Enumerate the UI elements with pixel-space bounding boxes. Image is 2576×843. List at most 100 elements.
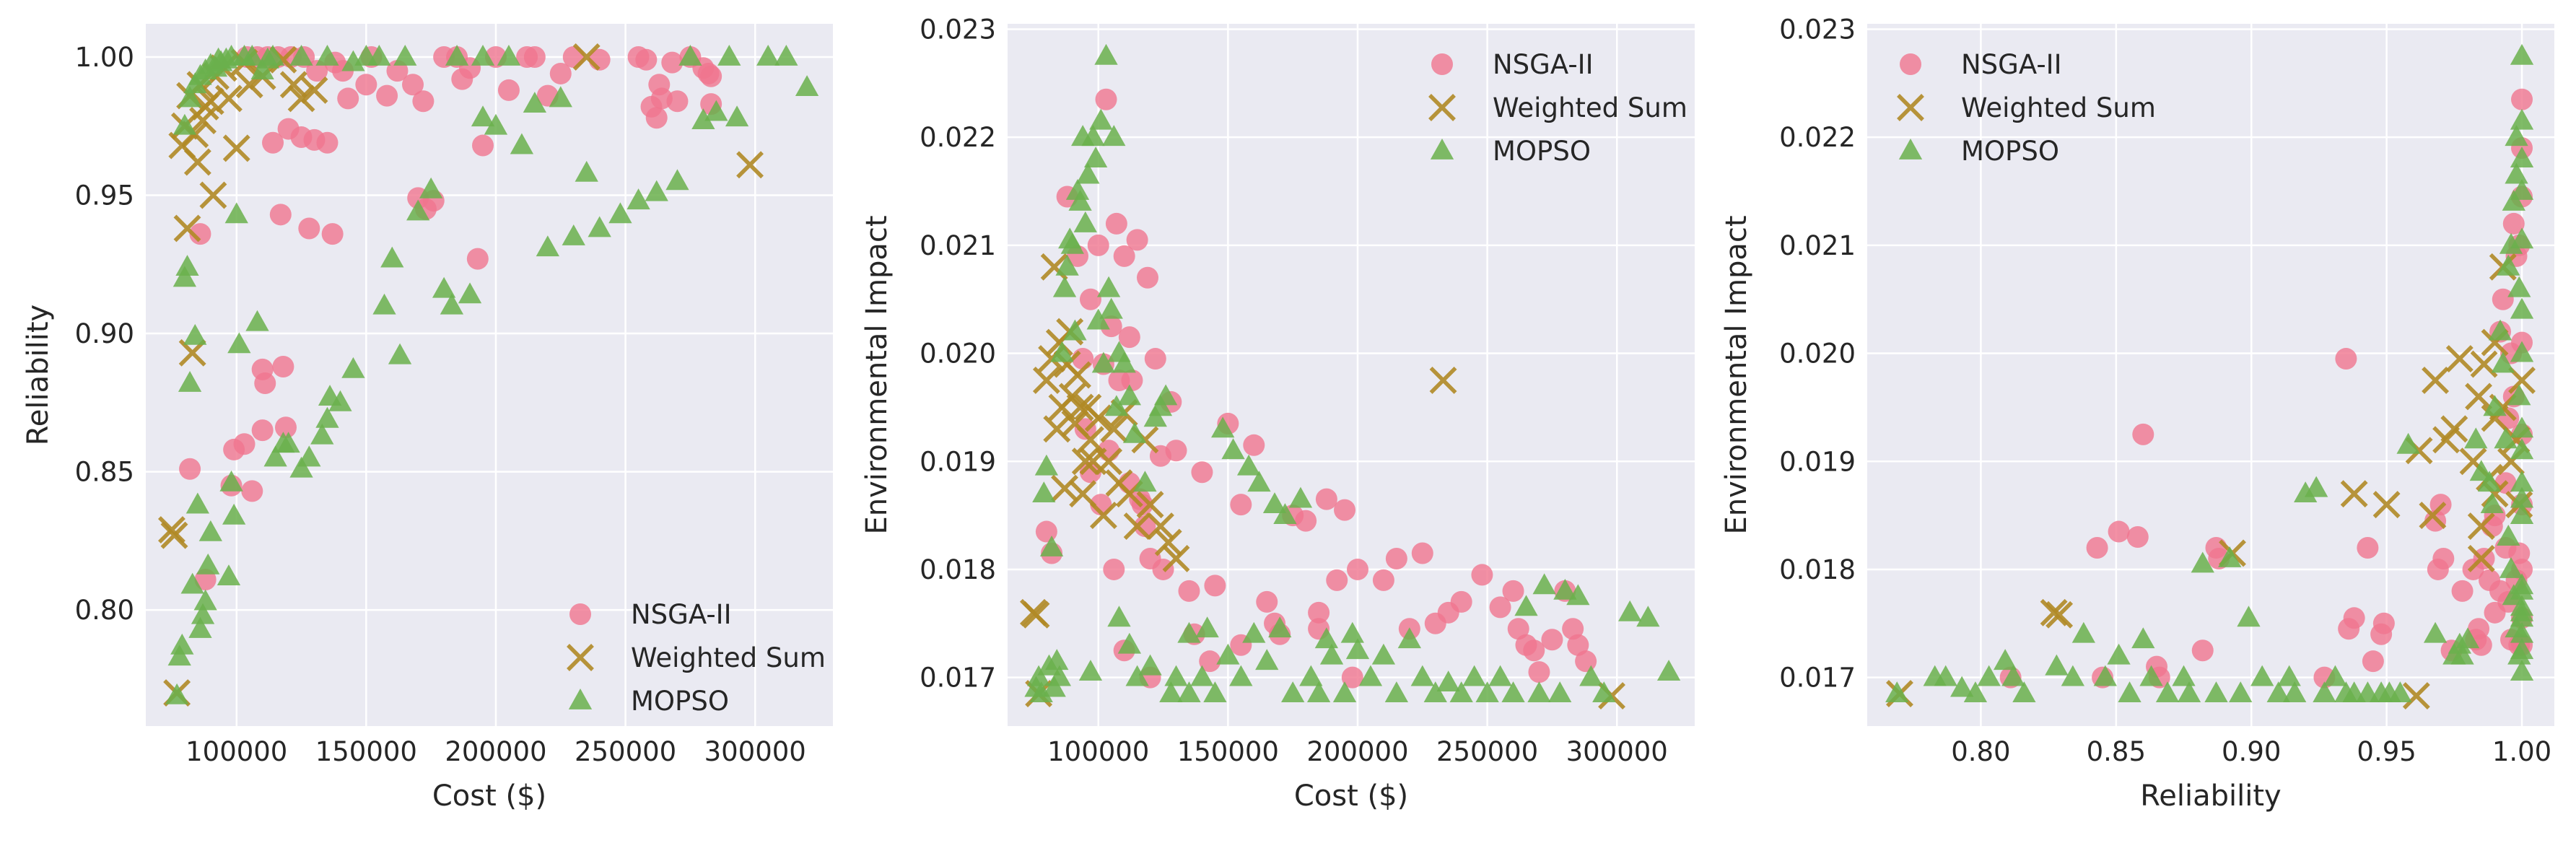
data-point-nsga <box>1489 596 1511 619</box>
data-point-mopso <box>484 113 508 135</box>
data-point-weighted <box>2467 512 2495 541</box>
legend-label-mopso: MOPSO <box>1961 136 2059 167</box>
data-point-mopso <box>1934 665 1957 686</box>
data-point-mopso <box>1076 162 1100 184</box>
legend: NSGA-II Weighted Sum MOPSO <box>1428 49 1688 167</box>
data-point-nsga <box>1315 488 1337 510</box>
data-point-weighted <box>1069 480 1097 508</box>
data-point-mopso <box>1099 297 1123 319</box>
data-point-mopso <box>1273 503 1297 524</box>
data-point-mopso <box>2388 681 2412 702</box>
data-point-nsga <box>1372 569 1394 591</box>
data-point-mopso <box>2510 503 2534 524</box>
data-point-nsga <box>179 458 201 480</box>
data-point-weighted <box>1162 545 1190 572</box>
data-point-weighted <box>2465 383 2493 411</box>
data-point-mopso <box>372 293 396 315</box>
data-point-mopso <box>2494 427 2518 449</box>
data-point-mopso <box>1618 600 1642 621</box>
data-point-mopso <box>2177 681 2201 702</box>
data-point-weighted <box>2045 600 2074 629</box>
data-point-nsga <box>272 356 294 378</box>
data-point-nsga <box>2357 537 2379 559</box>
x-tick-label: 150000 <box>315 736 417 767</box>
y-tick-label: 0.017 <box>1779 663 1856 694</box>
data-point-mopso <box>263 445 287 467</box>
data-point-mopso <box>2510 660 2534 681</box>
data-point-nsga <box>1528 661 1550 683</box>
data-point-mopso <box>2155 681 2180 702</box>
data-point-mopso <box>1068 189 1092 211</box>
y-tick-label: 0.022 <box>920 122 996 153</box>
data-point-nsga <box>549 62 572 84</box>
data-point-weighted <box>279 71 307 99</box>
x-tick-label: 250000 <box>1436 736 1538 767</box>
data-point-nsga <box>1199 650 1221 673</box>
data-point-nsga <box>321 223 344 245</box>
series-mopso <box>165 44 819 704</box>
cost-vs-reliability-chart: 100000 150000 200000 250000 300000 0.80 0.85 0.… <box>22 24 833 813</box>
data-point-nsga <box>337 87 359 110</box>
data-point-mopso <box>217 564 241 586</box>
data-point-mopso <box>2313 681 2336 702</box>
data-point-nsga <box>254 372 276 394</box>
data-point-mopso <box>1026 665 1051 686</box>
data-point-mopso <box>1462 665 1486 686</box>
data-point-mopso <box>1410 665 1434 686</box>
legend-label-nsga: NSGA-II <box>1493 49 1594 80</box>
data-point-mopso <box>1592 681 1616 702</box>
data-point-mopso <box>1050 341 1074 362</box>
reliability-vs-environmental-impact-chart: 0.80 0.85 0.90 0.95 1.00 0.017 0.018 0.019 0.020… <box>1720 14 2554 813</box>
data-point-weighted <box>1022 600 1050 629</box>
data-point-weighted <box>2040 598 2068 626</box>
data-point-mopso <box>297 445 321 467</box>
data-point-mopso <box>1371 643 1396 665</box>
x-axis-label: Cost ($) <box>432 779 546 813</box>
data-point-weighted <box>1032 367 1060 394</box>
data-point-mopso <box>774 44 798 66</box>
data-point-weighted <box>1147 512 1174 541</box>
data-point-mopso <box>1133 471 1157 492</box>
data-point-mopso <box>471 44 495 66</box>
data-point-mopso <box>1319 643 1344 665</box>
data-point-mopso <box>1262 492 1287 514</box>
series-mopso <box>1024 43 1681 702</box>
data-point-weighted <box>2422 367 2450 394</box>
data-point-nsga <box>1105 212 1127 235</box>
data-point-mopso <box>1247 471 1271 492</box>
data-point-nsga <box>645 107 668 129</box>
data-point-mopso <box>756 44 780 66</box>
data-point-mopso <box>222 503 246 525</box>
data-point-mopso <box>1177 681 1201 702</box>
data-point-mopso <box>2491 351 2515 373</box>
data-point-mopso <box>1566 584 1590 606</box>
data-point-nsga <box>376 84 398 107</box>
data-point-nsga <box>661 51 684 74</box>
data-point-mopso <box>380 246 404 268</box>
data-point-mopso <box>1885 681 1909 702</box>
legend-label-weighted: Weighted Sum <box>1961 92 2156 123</box>
data-point-nsga <box>2432 547 2455 569</box>
data-point-weighted <box>183 148 211 176</box>
legend-marker-nsga <box>1900 53 1921 75</box>
x-tick-label: 300000 <box>1566 736 1668 767</box>
data-point-weighted <box>2402 682 2430 710</box>
y-tick-label: 0.023 <box>1779 14 1856 45</box>
data-point-mopso <box>497 44 521 66</box>
data-point-weighted <box>736 151 764 179</box>
data-point-mopso <box>1190 665 1214 686</box>
data-point-mopso <box>432 276 456 298</box>
data-point-nsga <box>1144 348 1166 370</box>
data-point-mopso <box>1045 649 1069 671</box>
data-point-nsga <box>2511 88 2533 110</box>
data-point-nsga <box>700 65 722 87</box>
data-point-mopso <box>165 683 189 704</box>
data-point-nsga <box>1118 326 1140 349</box>
data-point-mopso <box>1094 43 1118 65</box>
data-point-nsga <box>1385 547 1407 569</box>
data-point-mopso <box>1159 681 1183 702</box>
data-point-nsga <box>2191 639 2214 662</box>
data-point-mopso <box>1104 395 1129 416</box>
data-point-weighted <box>1123 512 1151 541</box>
